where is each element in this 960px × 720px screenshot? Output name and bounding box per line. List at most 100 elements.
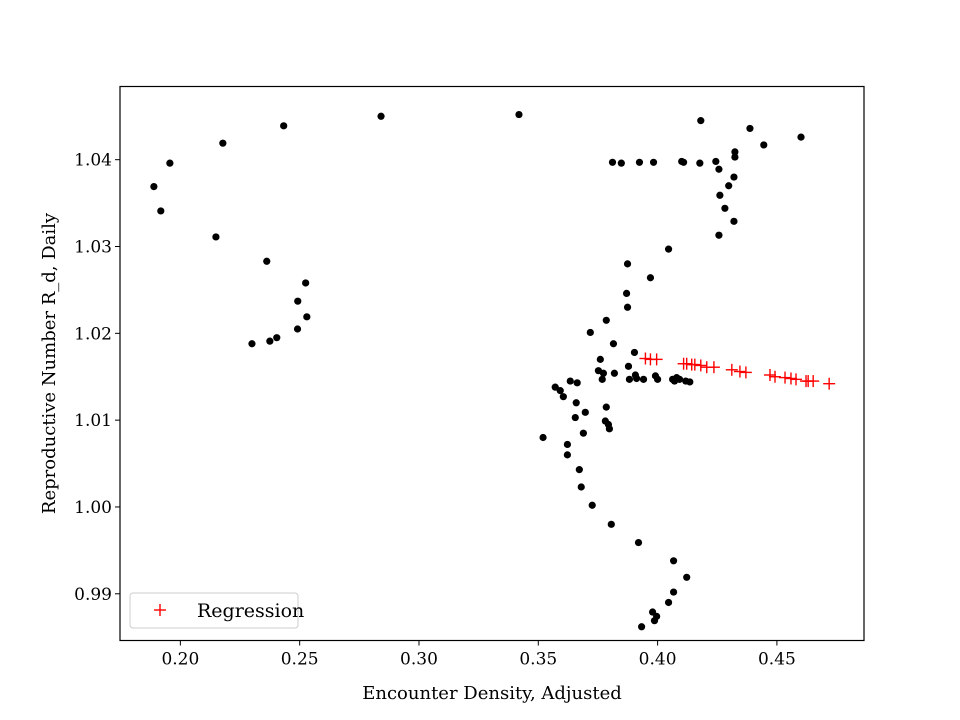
regression-point	[739, 366, 752, 379]
observed-point	[157, 207, 165, 215]
observed-point	[605, 425, 613, 433]
observed-point	[725, 182, 733, 190]
observed-point	[730, 173, 738, 181]
observed-point	[219, 139, 227, 147]
observed-point	[599, 369, 608, 377]
observed-point	[622, 289, 631, 297]
observed-point	[559, 393, 567, 401]
observed-series	[150, 110, 805, 631]
observed-point	[596, 355, 604, 363]
observed-point	[556, 387, 564, 395]
observed-point	[577, 483, 585, 491]
observed-point	[212, 233, 220, 241]
observed-point	[653, 612, 661, 620]
observed-point	[608, 158, 617, 166]
observed-point	[515, 110, 523, 119]
observed-point	[669, 557, 678, 565]
observed-point	[675, 375, 684, 383]
y-axis-label: Reproductive Number R_d, Daily	[39, 212, 60, 514]
observed-point	[649, 158, 658, 166]
y-tick-label: 1.03	[74, 238, 112, 258]
observed-point	[623, 303, 632, 311]
observed-point	[575, 466, 583, 474]
observed-point	[731, 153, 739, 161]
observed-point	[280, 122, 288, 130]
observed-point	[630, 348, 639, 357]
observed-point	[635, 158, 644, 166]
observed-point	[686, 378, 694, 386]
x-tick-label: 0.30	[400, 650, 438, 670]
y-axis-ticks: 0.99 1.00 1.01 1.02 1.03 1.04	[74, 151, 120, 605]
observed-point	[273, 334, 281, 342]
observed-point	[716, 191, 724, 199]
y-tick-label: 1.04	[74, 151, 112, 171]
observed-point	[696, 159, 704, 167]
observed-point	[625, 375, 634, 383]
regression-point	[823, 377, 836, 390]
observed-point	[581, 408, 589, 416]
regression-point	[763, 369, 776, 382]
y-tick-label: 1.01	[74, 411, 112, 431]
observed-point	[539, 433, 547, 442]
observed-point	[607, 520, 615, 528]
observed-point	[166, 159, 174, 167]
observed-point	[715, 165, 723, 173]
x-tick-label: 0.25	[281, 650, 319, 670]
x-tick-label: 0.45	[758, 650, 796, 670]
observed-point	[571, 413, 579, 422]
regression-point	[707, 361, 720, 374]
observed-point	[586, 328, 594, 337]
observed-point	[712, 157, 720, 166]
observed-point	[551, 383, 559, 391]
observed-point	[377, 112, 385, 120]
observed-point	[623, 260, 632, 268]
regression-point	[650, 353, 663, 366]
regression-point	[789, 373, 802, 386]
observed-point	[572, 399, 580, 407]
observed-point	[150, 183, 158, 191]
observed-point	[563, 440, 572, 449]
observed-point	[566, 377, 574, 385]
observed-point	[303, 313, 311, 321]
legend: Regression	[129, 592, 304, 629]
observed-point	[609, 340, 618, 348]
observed-point	[610, 369, 619, 377]
plot-background	[120, 86, 864, 641]
observed-point	[266, 337, 274, 345]
observed-point	[638, 623, 646, 631]
observed-point	[760, 141, 768, 149]
observed-point	[602, 316, 610, 324]
plot-frame	[119, 85, 865, 642]
observed-point	[263, 257, 271, 265]
observed-point	[624, 362, 633, 370]
observed-point	[680, 158, 688, 166]
regression-point	[694, 359, 707, 372]
legend-box	[129, 592, 299, 629]
observed-point	[633, 374, 641, 383]
legend-marker-plus	[154, 604, 166, 616]
regression-point	[733, 365, 746, 378]
regression-point	[725, 363, 738, 376]
observed-point	[639, 375, 648, 383]
observed-point	[602, 403, 610, 411]
regression-point	[639, 352, 652, 365]
observed-point	[617, 159, 625, 167]
x-axis-label: Encounter Density, Adjusted	[362, 683, 622, 704]
observed-point	[715, 231, 723, 239]
observed-point	[664, 245, 673, 253]
observed-point	[573, 379, 581, 387]
y-tick-label: 1.02	[74, 324, 112, 344]
x-axis-ticks: 0.20 0.25 0.30 0.35 0.40 0.45	[161, 640, 796, 670]
y-tick-label: 1.00	[74, 498, 112, 518]
legend-plus-marker	[154, 604, 166, 616]
observed-point	[697, 117, 705, 125]
legend-label-regression: Regression	[197, 600, 304, 622]
observed-point	[669, 588, 678, 596]
x-tick-label: 0.20	[161, 650, 199, 670]
observed-point	[598, 375, 606, 383]
x-tick-label: 0.35	[519, 650, 557, 670]
regression-point	[807, 375, 820, 388]
y-tick-label: 0.99	[74, 585, 112, 605]
observed-point	[731, 148, 739, 156]
